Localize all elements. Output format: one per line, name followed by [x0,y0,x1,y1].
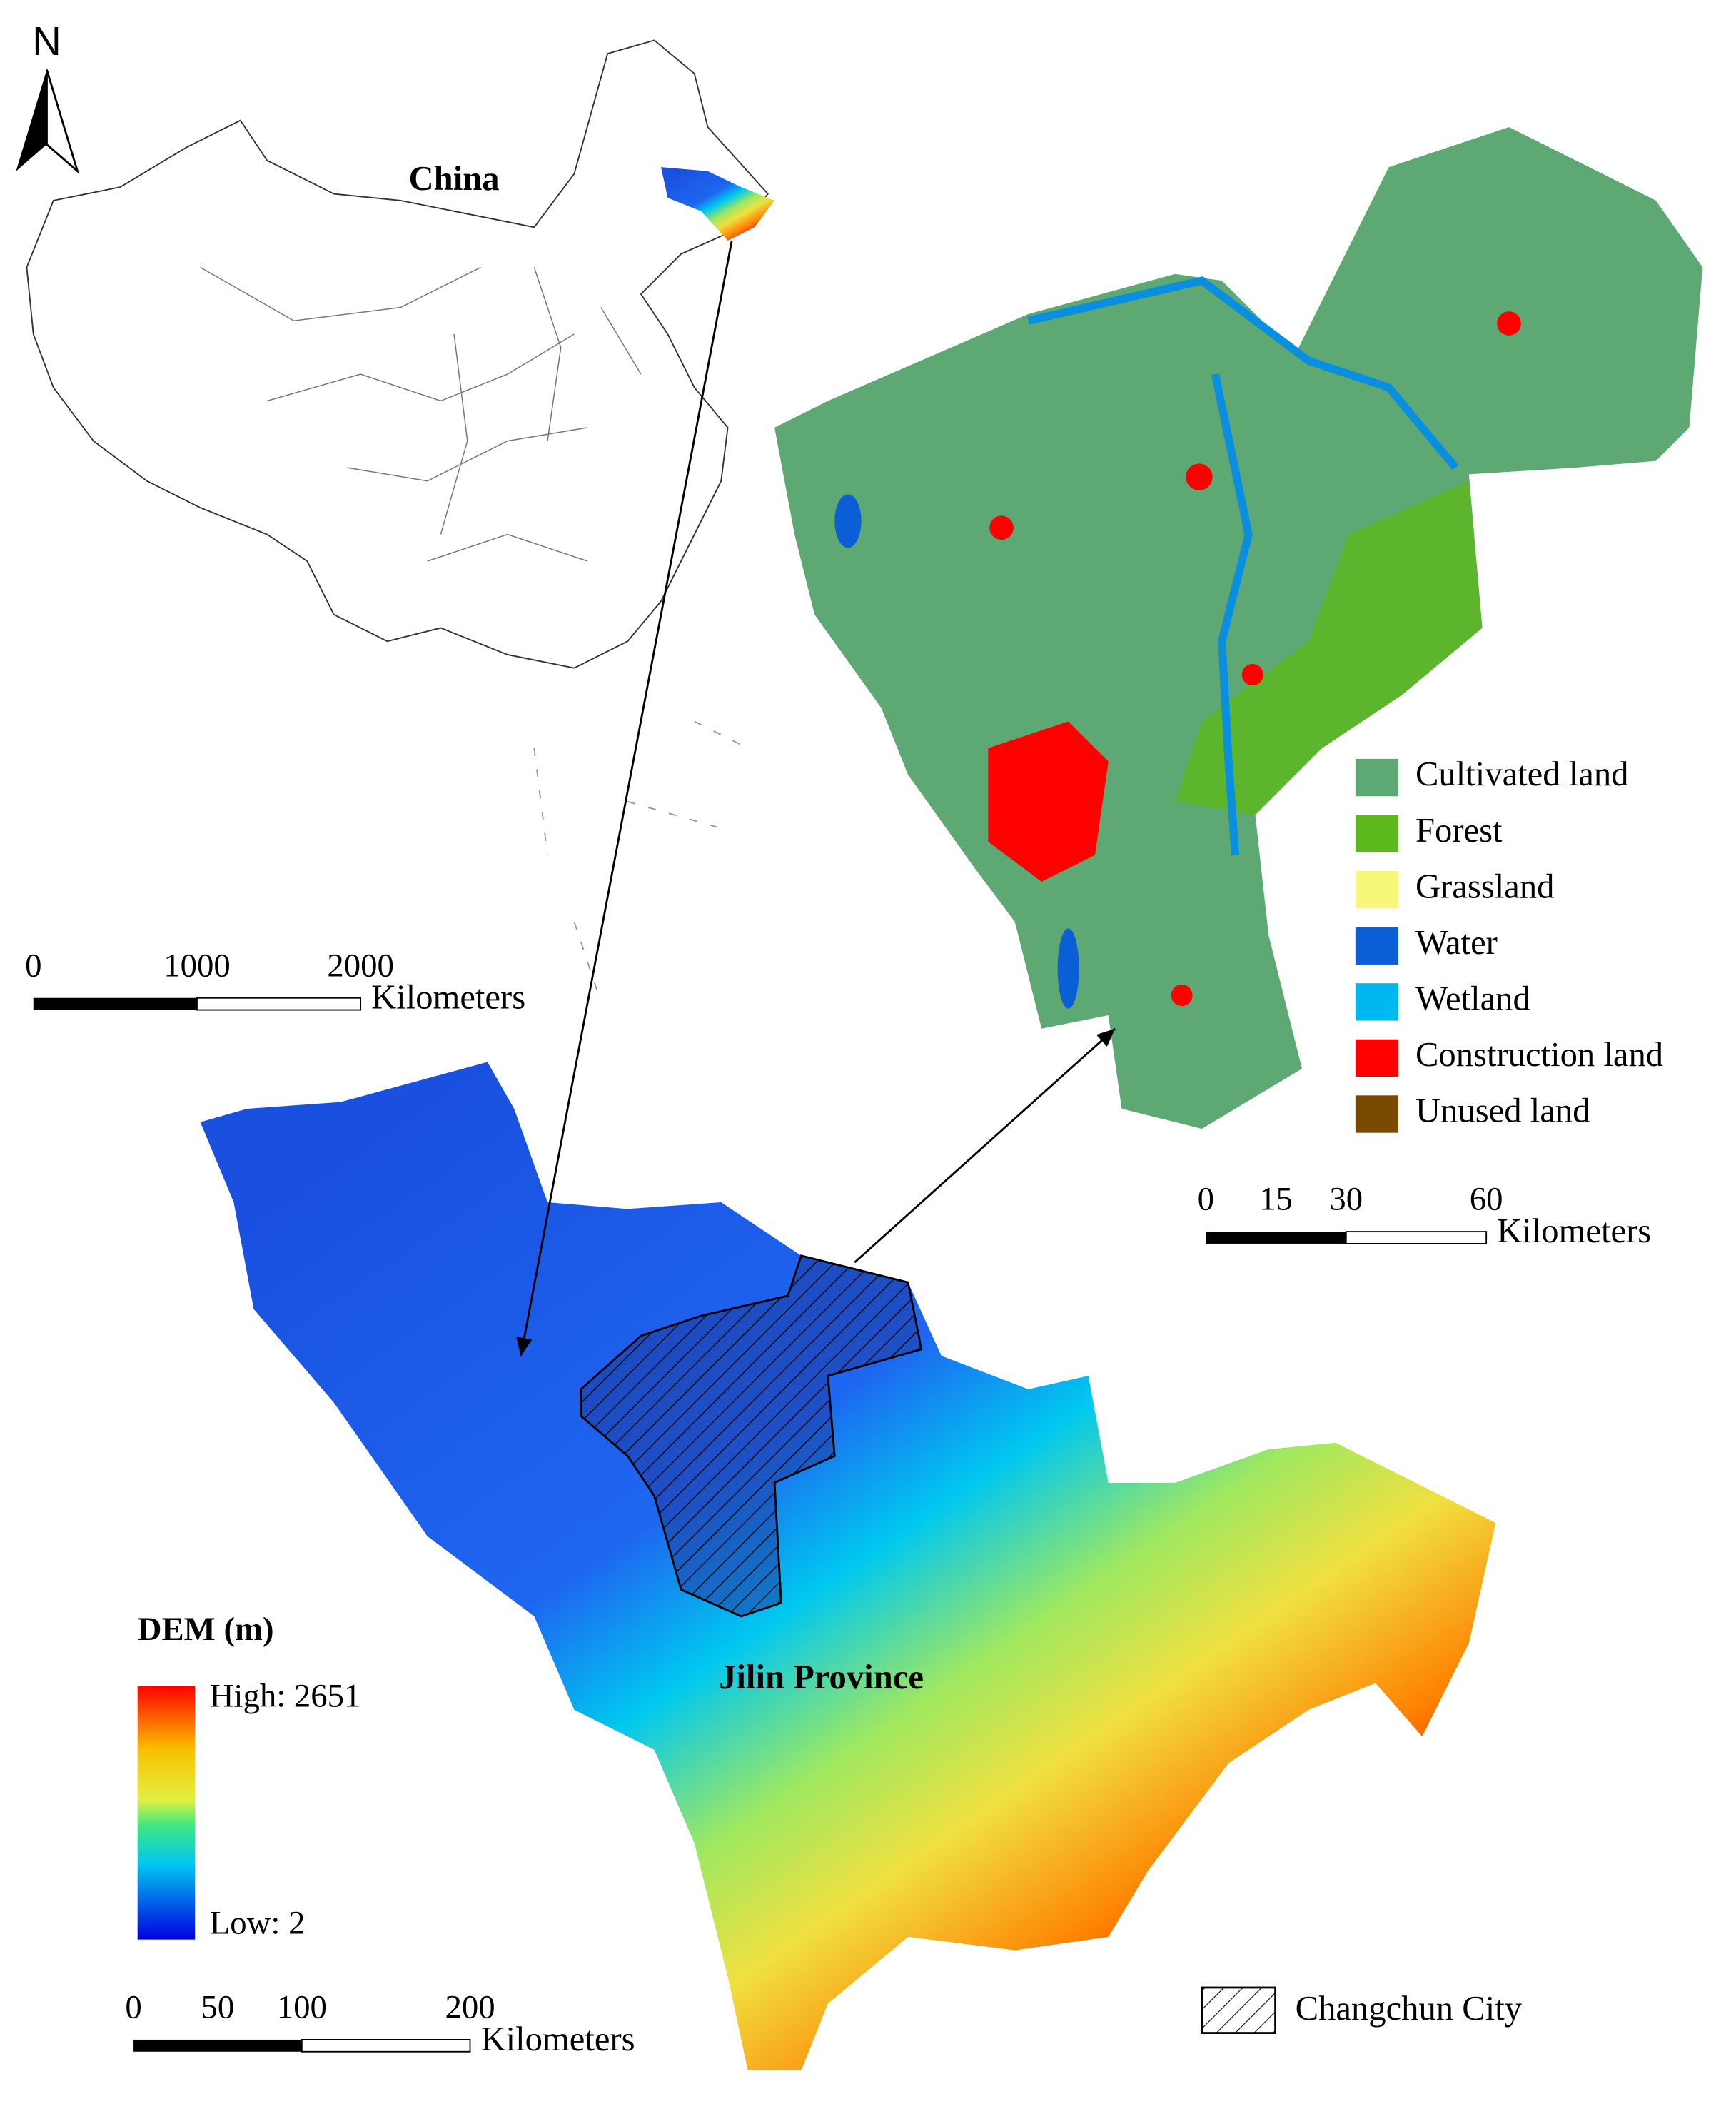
lake [1057,928,1079,1009]
urban-area [1171,985,1193,1006]
legend-label: Construction land [1415,1035,1663,1074]
scale-tick-label: 50 [201,1989,235,2026]
north-arrow [46,69,80,174]
south-china-sea-islands [533,720,749,1002]
legend-swatch [1355,815,1398,852]
jilin-inset [661,167,775,241]
dem-color-ramp [137,1686,196,1940]
scale-tick-label: 15 [1259,1181,1293,1218]
urban-area [989,515,1014,540]
scale-bar-fill [133,2039,302,2052]
changchun-hatch [580,1254,923,1618]
arrow [516,240,733,1356]
dem-high-label: High: 2651 [210,1678,361,1715]
legend-label: Grassland [1415,867,1554,905]
legend-swatch [1355,1095,1398,1133]
legend-swatch [1355,927,1398,965]
dem-legend-title: DEM (m) [138,1611,274,1648]
scale-unit: Kilometers [371,978,525,1017]
scale-unit: Kilometers [1497,1212,1651,1250]
legend-swatch [1355,871,1398,909]
scale-tick-label: 0 [25,947,41,984]
scale-unit: Kilometers [480,2020,635,2058]
scale-bar-empty [1345,1231,1488,1244]
changchun-landuse [774,126,1703,1129]
scale-tick-label: 0 [1198,1181,1214,1218]
legend-label: Forest [1415,811,1503,850]
river [1027,276,1459,855]
scale-tick-label: 60 [1470,1181,1503,1218]
urban-area [1186,463,1213,490]
dem-low-label: Low: 2 [210,1905,306,1942]
north-label: N [32,19,61,64]
scale-tick-label: 2000 [327,947,394,984]
urban-area [1497,311,1521,336]
jilin-dem [200,1062,1496,2070]
lake [834,494,862,548]
urban-area [1241,664,1263,685]
legend-label: Water [1415,923,1498,962]
jilin-label: Jilin Province [719,1658,924,1696]
scale-bar-fill [1206,1232,1346,1244]
scale-bar-fill [33,997,197,1010]
scale-bar-empty [301,2038,471,2053]
china-outline [26,39,769,669]
scale-tick-label: 1000 [163,947,230,984]
legend-swatch [1355,758,1398,797]
legend-label: Cultivated land [1415,755,1628,793]
legend-label: Unused land [1415,1092,1590,1130]
hatch-legend-label: Changchun City [1296,1989,1523,2028]
province-boundaries [200,266,642,562]
forest-area [1175,480,1483,815]
legend-swatch [1355,983,1398,1021]
scale-bar-empty [196,997,362,1011]
urban-area [988,721,1109,882]
scale-tick-label: 200 [445,1989,495,2026]
legend-label: Wetland [1415,980,1530,1018]
arrow [854,1027,1116,1264]
scale-tick-label: 30 [1329,1181,1363,1218]
hatch-swatch [1201,1986,1276,2034]
china-label: China [409,159,500,198]
scale-tick-label: 100 [277,1989,327,2026]
north-arrow [16,69,47,171]
scale-tick-label: 0 [125,1989,141,2026]
legend-swatch [1355,1039,1398,1077]
